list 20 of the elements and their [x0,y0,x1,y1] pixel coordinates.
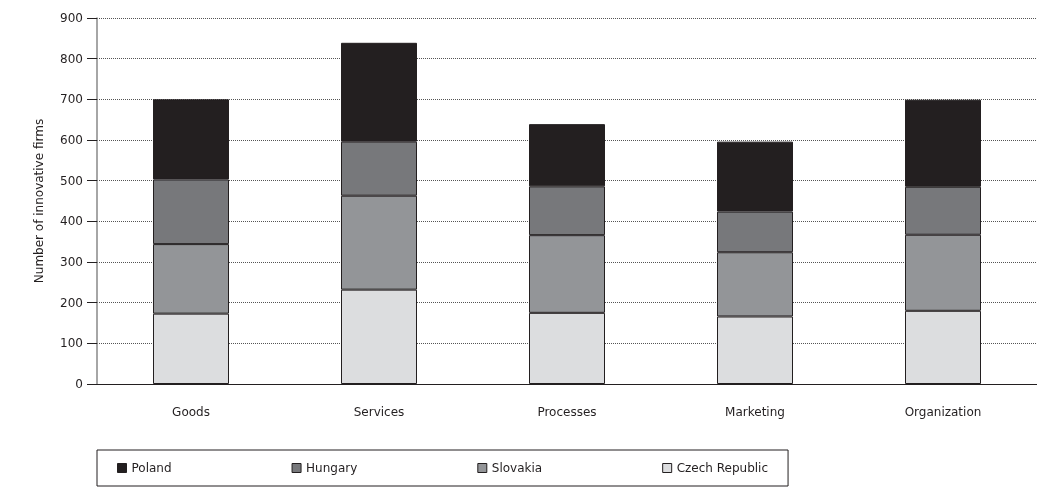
legend-label: Poland [131,461,172,475]
x-tick-label: Goods [172,405,210,419]
y-tick-label: 600 [60,133,83,147]
x-tick-label: Marketing [725,405,785,419]
y-tick-label: 0 [75,377,83,391]
legend-label: Czech Republic [676,461,769,475]
y-tick-label: 700 [60,92,83,107]
y-tick-label: 300 [60,255,83,269]
y-tick-label: 800 [60,51,83,66]
y-tick-label: 400 [60,214,83,229]
y-tick-label: 500 [60,173,83,188]
legend-label: Slovakia [491,461,543,475]
y-tick-label: 900 [60,11,83,25]
x-tick-label: Organization [904,405,982,419]
x-tick-label: Processes [537,405,597,419]
y-tick-label: 200 [60,295,83,310]
y-axis-title: Number of innovative firms [32,118,46,284]
legend-label: Hungary [306,461,358,475]
x-tick-label: Services [353,405,405,419]
y-tick-label: 100 [60,336,83,351]
